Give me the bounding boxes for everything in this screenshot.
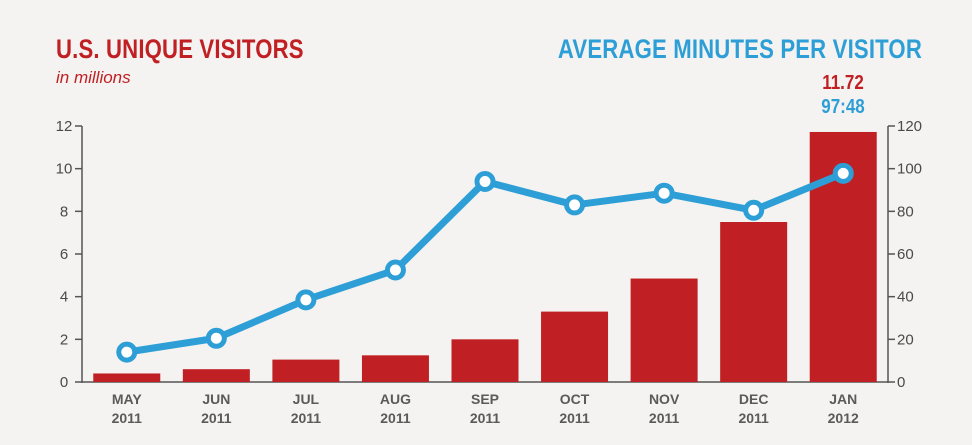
left-axis-title: U.S. UNIQUE VISITORS — [56, 34, 304, 64]
x-tick-label-year: 2011 — [291, 410, 322, 426]
x-tick-label-month: JUL — [293, 391, 320, 407]
point-minutes — [474, 170, 496, 192]
left-axis-subtitle: in millions — [56, 68, 131, 87]
point-minutes — [743, 199, 765, 221]
right-axis-title: AVERAGE MINUTES PER VISITOR — [557, 34, 922, 64]
bar-visitors — [451, 339, 519, 382]
x-tick-label-month: NOV — [649, 391, 680, 407]
x-tick-label-year: 2011 — [201, 410, 232, 426]
x-tick-label-month: SEP — [471, 391, 499, 407]
callout-minutes-value: 97:48 — [821, 96, 865, 118]
point-minutes — [384, 259, 406, 281]
left-tick-label: 10 — [56, 161, 73, 178]
x-tick-label-month: MAY — [112, 391, 142, 407]
right-tick-label: 80 — [897, 203, 914, 220]
callout-visitors-value: 11.72 — [822, 72, 864, 94]
bar-visitors — [93, 373, 161, 382]
right-tick-label: 0 — [897, 374, 905, 391]
bar-visitors — [630, 278, 698, 382]
bar-visitors — [541, 311, 609, 382]
point-minutes — [832, 162, 854, 184]
left-tick-label: 4 — [60, 289, 68, 306]
point-minutes — [564, 194, 586, 216]
point-minutes — [653, 182, 675, 204]
point-minutes — [295, 289, 317, 311]
bar-visitors — [720, 222, 788, 382]
x-tick-label-year: 2011 — [470, 410, 501, 426]
x-tick-label-year: 2011 — [112, 410, 143, 426]
left-tick-label: 0 — [60, 374, 68, 391]
x-tick-label-month: OCT — [560, 391, 590, 407]
x-tick-label-year: 2011 — [649, 410, 680, 426]
x-tick-label-month: JUN — [202, 391, 230, 407]
x-tick-label-month: AUG — [380, 391, 411, 407]
x-tick-label-year: 2011 — [559, 410, 590, 426]
right-tick-label: 40 — [897, 289, 914, 306]
right-tick-label: 20 — [897, 331, 914, 348]
x-tick-label-month: JAN — [829, 391, 857, 407]
bar-visitors — [272, 359, 340, 382]
bar-visitors — [182, 369, 250, 382]
point-minutes — [116, 341, 138, 363]
right-tick-label: 100 — [897, 161, 922, 178]
left-tick-label: 6 — [60, 246, 68, 263]
x-tick-label-year: 2011 — [380, 410, 411, 426]
point-minutes — [205, 327, 227, 349]
right-tick-label: 60 — [897, 246, 914, 263]
left-tick-label: 2 — [60, 331, 68, 348]
bar-visitors — [361, 355, 429, 382]
left-tick-label: 12 — [56, 118, 73, 135]
left-tick-label: 8 — [60, 203, 68, 220]
x-tick-label-month: DEC — [739, 391, 769, 407]
x-tick-label-year: 2011 — [738, 410, 769, 426]
right-tick-label: 120 — [897, 118, 922, 135]
x-tick-label-year: 2012 — [828, 410, 859, 426]
